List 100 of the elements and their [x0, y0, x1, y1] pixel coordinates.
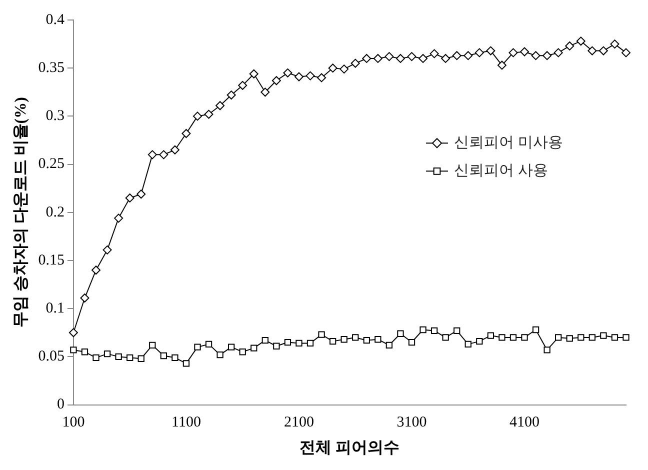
- point: [272, 76, 281, 86]
- legend-label: 신뢰피어 사용: [454, 163, 548, 180]
- point: [588, 334, 596, 341]
- point: [430, 327, 438, 334]
- point: [578, 334, 584, 341]
- y-tick-label: 0.35: [38, 60, 64, 76]
- point: [384, 52, 394, 62]
- y-axis-title: 무임 승차자의 다운로드 비율(%): [12, 97, 30, 328]
- point: [114, 214, 124, 223]
- point: [454, 327, 460, 334]
- point: [452, 51, 462, 60]
- point: [362, 54, 372, 63]
- x-tick-label: 2100: [284, 414, 314, 431]
- point: [148, 150, 157, 160]
- point: [238, 80, 248, 90]
- point: [521, 334, 528, 341]
- point: [497, 60, 506, 70]
- legend-label: 신뢰피어 미사용: [454, 135, 563, 152]
- point: [306, 340, 314, 347]
- point: [442, 334, 449, 341]
- point: [386, 342, 393, 348]
- point: [555, 334, 562, 341]
- point: [194, 344, 201, 350]
- point: [508, 48, 518, 58]
- point: [600, 332, 607, 339]
- point: [531, 51, 540, 60]
- point: [296, 340, 302, 347]
- point: [486, 46, 496, 56]
- y-tick-label: 0.3: [46, 108, 64, 124]
- y-tick-label: 0.25: [38, 156, 64, 172]
- point: [260, 88, 270, 97]
- point: [92, 354, 100, 361]
- point: [430, 49, 439, 58]
- point: [520, 47, 530, 56]
- point: [317, 73, 326, 82]
- x-tick-label: 1100: [171, 414, 201, 431]
- x-tick-label: 100: [62, 414, 85, 431]
- point: [216, 101, 225, 110]
- point: [373, 54, 382, 63]
- point: [115, 353, 122, 360]
- point: [204, 110, 214, 119]
- point: [464, 51, 473, 60]
- point: [397, 330, 404, 337]
- point: [532, 326, 540, 334]
- point: [544, 346, 550, 354]
- point: [328, 64, 338, 73]
- point: [126, 354, 134, 361]
- point: [407, 52, 416, 62]
- point: [70, 346, 77, 354]
- point: [102, 245, 112, 254]
- point: [239, 348, 246, 356]
- point: [249, 69, 258, 78]
- point: [182, 129, 191, 138]
- x-tick-label: 4100: [510, 414, 540, 431]
- point: [350, 58, 360, 68]
- point: [136, 190, 146, 199]
- point: [352, 334, 359, 341]
- point: [542, 51, 552, 60]
- point: [92, 266, 101, 275]
- point: [172, 354, 178, 361]
- point: [81, 348, 88, 356]
- x-tick-label: 3100: [396, 414, 427, 431]
- point: [216, 351, 224, 358]
- point: [363, 337, 370, 344]
- point: [476, 338, 483, 345]
- point: [192, 112, 202, 121]
- point: [68, 328, 78, 338]
- y-tick-label: 0.1: [46, 300, 64, 317]
- point: [182, 360, 190, 367]
- point: [283, 68, 292, 78]
- point: [329, 338, 336, 345]
- y-tick-label: 0.4: [46, 12, 65, 28]
- point: [441, 54, 450, 63]
- point: [622, 334, 630, 341]
- y-tick-label: 0.15: [38, 252, 64, 268]
- point: [205, 340, 212, 348]
- point: [576, 36, 586, 46]
- point: [160, 352, 167, 360]
- point: [170, 145, 180, 154]
- point: [474, 48, 484, 58]
- point: [565, 41, 574, 50]
- point: [226, 90, 236, 100]
- point: [598, 46, 608, 56]
- point: [487, 332, 494, 339]
- y-tick-label: 0.05: [38, 348, 64, 365]
- point: [284, 338, 292, 346]
- point: [228, 344, 235, 350]
- point: [554, 48, 563, 58]
- y-tick-label: 0: [56, 396, 64, 413]
- point: [104, 350, 111, 358]
- point: [610, 40, 620, 49]
- point: [294, 72, 304, 82]
- point: [464, 340, 472, 348]
- point: [420, 326, 426, 334]
- point: [340, 64, 349, 74]
- x-axis-title: 전체 피어의수: [300, 440, 400, 457]
- point: [250, 344, 258, 352]
- point: [566, 335, 573, 342]
- point: [125, 193, 134, 202]
- point: [622, 48, 630, 58]
